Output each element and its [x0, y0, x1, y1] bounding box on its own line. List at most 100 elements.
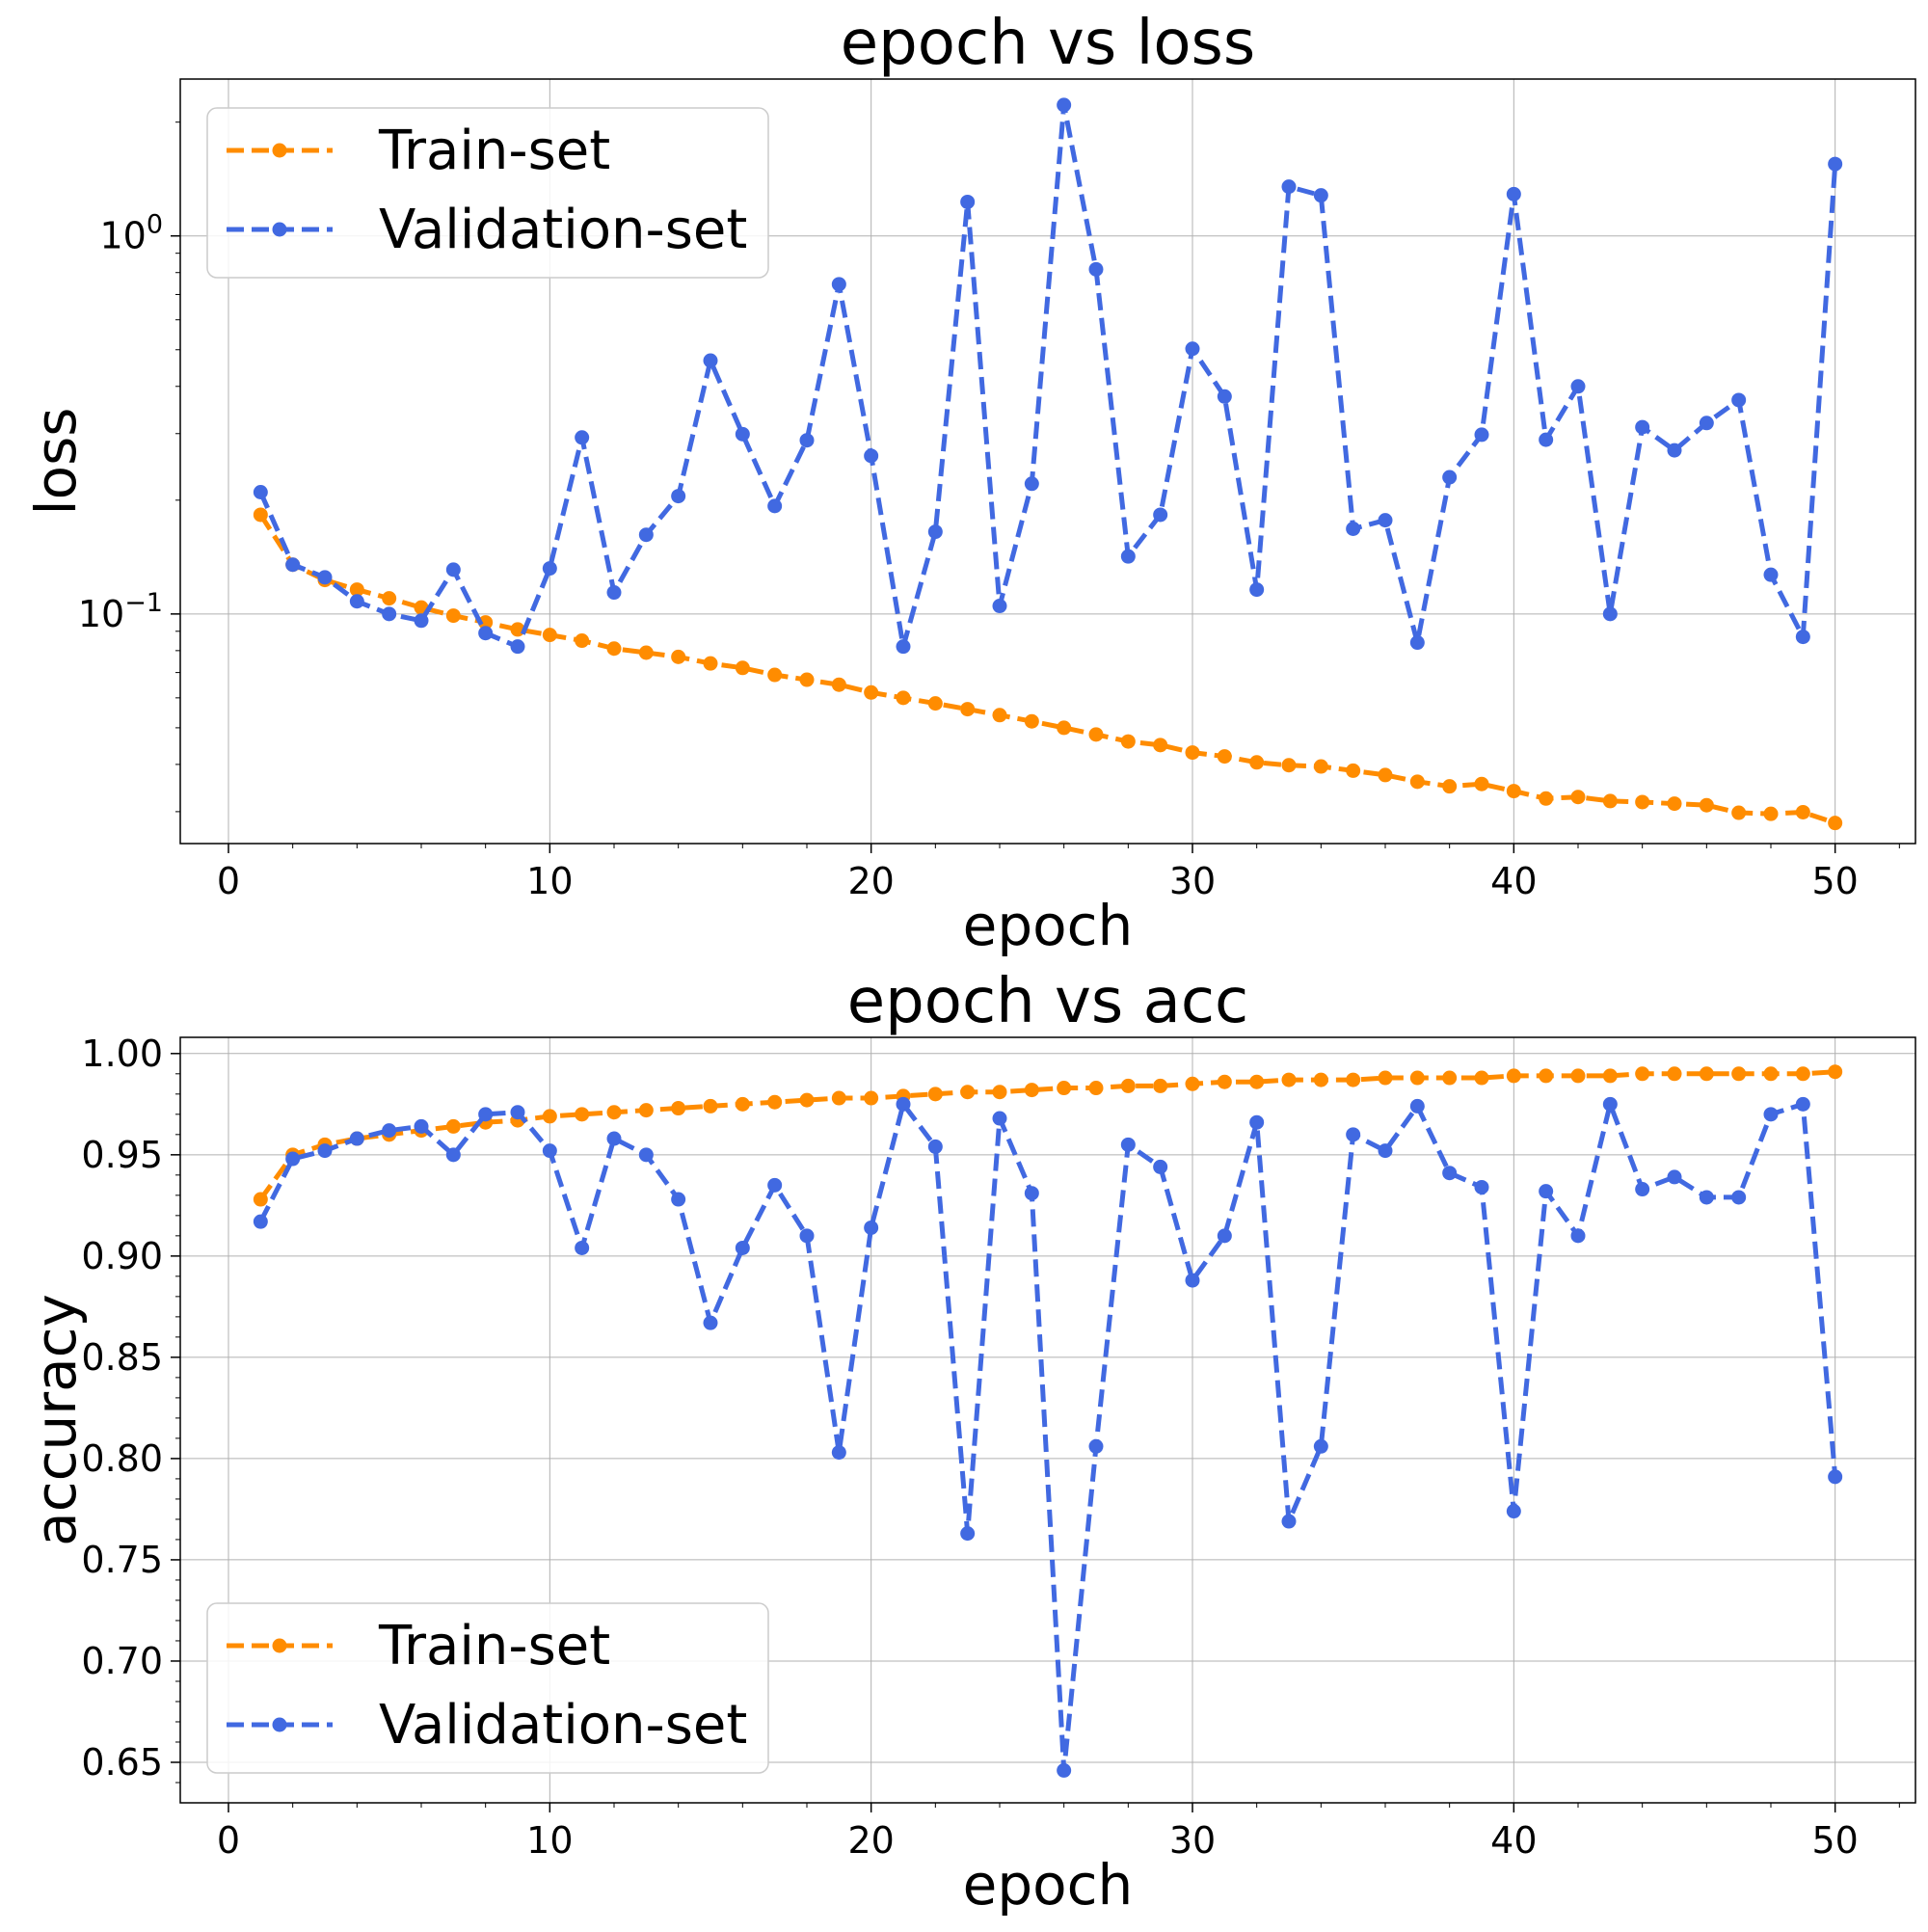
loss-train-set-point: [253, 507, 268, 523]
accuracy-validation-set-point: [1539, 1184, 1554, 1199]
accuracy-validation-set-point: [510, 1105, 525, 1120]
loss-train-set-point: [542, 628, 557, 643]
accuracy-validation-set-point: [1088, 1438, 1104, 1454]
loss-y-axis-label: loss: [23, 407, 89, 515]
loss-y-tick-label: 100: [99, 210, 163, 257]
loss-train-set-point: [831, 677, 846, 692]
accuracy-validation-set-point: [1635, 1182, 1650, 1197]
accuracy-train-set-point: [1378, 1070, 1393, 1086]
accuracy-validation-set-point: [445, 1147, 461, 1163]
loss-train-set-point: [1409, 774, 1425, 790]
loss-x-tick-label: 40: [1490, 860, 1537, 902]
loss-legend-train-set-marker: [272, 143, 287, 158]
accuracy-validation-set-point: [1024, 1186, 1039, 1201]
accuracy-x-tick-label: 40: [1490, 1819, 1537, 1862]
accuracy-validation-set-point: [703, 1315, 718, 1330]
accuracy-validation-set-point: [1185, 1273, 1200, 1288]
loss-axes-frame: [179, 78, 1916, 845]
accuracy-train-set-point: [1442, 1070, 1458, 1086]
accuracy-validation-set-point: [1506, 1504, 1521, 1519]
accuracy-y-tick-label: 0.70: [81, 1640, 163, 1682]
accuracy-validation-set-point: [864, 1220, 879, 1235]
accuracy-legend-validation-set-label: Validation-set: [379, 1694, 747, 1757]
accuracy-train-set-point: [767, 1094, 783, 1110]
accuracy-train-set-point: [1828, 1064, 1843, 1080]
loss-train-set-point: [1249, 755, 1265, 770]
accuracy-train-set-point: [638, 1103, 654, 1118]
accuracy-train-set-point: [927, 1087, 943, 1102]
accuracy-validation-set-point: [1378, 1143, 1393, 1159]
accuracy-train-set-point: [1057, 1081, 1072, 1096]
loss-validation-set-point: [1281, 179, 1297, 195]
accuracy-validation-set-point: [542, 1143, 557, 1159]
accuracy-train-set-point: [799, 1092, 815, 1108]
loss-validation-set-point: [864, 448, 879, 464]
accuracy-validation-set-point: [638, 1147, 654, 1163]
accuracy-validation-set-point: [1667, 1169, 1682, 1185]
loss-train-set-point: [1539, 791, 1554, 806]
accuracy-validation-set-point: [478, 1107, 494, 1122]
accuracy-validation-set-point: [1153, 1159, 1168, 1174]
accuracy-train-set-point: [992, 1085, 1007, 1100]
loss-validation-set-point: [1249, 582, 1265, 598]
loss-train-set-point: [445, 608, 461, 624]
loss-train-set-point: [1570, 790, 1586, 805]
loss-validation-set-point: [445, 562, 461, 577]
accuracy-validation-set-point: [1249, 1114, 1265, 1130]
loss-train-set-point: [1346, 763, 1361, 778]
loss-validation-set-point: [1024, 476, 1039, 492]
accuracy-y-axis-label: accuracy: [23, 1294, 89, 1546]
accuracy-validation-set-point: [1731, 1190, 1747, 1205]
loss-validation-set-point: [478, 626, 494, 641]
loss-validation-set-point: [1409, 635, 1425, 651]
loss-x-tick-label: 20: [847, 860, 894, 902]
loss-train-set-point: [1057, 720, 1072, 736]
accuracy-train-set-point: [1635, 1066, 1650, 1082]
loss-validation-set-point: [1506, 186, 1521, 201]
loss-validation-set-point: [253, 485, 268, 500]
loss-validation-set-point: [414, 613, 429, 629]
loss-validation-set-point: [1539, 432, 1554, 447]
accuracy-validation-set-point: [671, 1192, 686, 1207]
accuracy-validation-set-point: [735, 1240, 750, 1255]
loss-validation-set-point: [1602, 606, 1618, 622]
loss-train-set-point: [1281, 758, 1297, 773]
accuracy-validation-set-point: [1828, 1469, 1843, 1485]
loss-train-set-point: [1378, 767, 1393, 783]
accuracy-validation-set-point: [1570, 1228, 1586, 1244]
accuracy-train-set-point: [1763, 1066, 1779, 1082]
loss-train-set-point: [1795, 804, 1810, 819]
accuracy-y-tick-label: 1.00: [81, 1033, 163, 1075]
loss-validation-set-point: [638, 527, 654, 543]
loss-validation-set-point: [1828, 156, 1843, 172]
loss-y-tick-label: 10−1: [78, 588, 163, 635]
accuracy-validation-set-point: [1474, 1179, 1489, 1194]
accuracy-x-tick-label: 10: [526, 1819, 573, 1862]
loss-train-set-point: [1667, 796, 1682, 812]
accuracy-validation-set-point: [1763, 1107, 1779, 1122]
accuracy-train-set-point: [542, 1109, 557, 1124]
accuracy-validation-set-point: [606, 1131, 622, 1146]
loss-train-set-point: [896, 690, 911, 706]
accuracy-validation-set-point: [1057, 1762, 1072, 1778]
loss-validation-set-point: [1120, 549, 1136, 564]
accuracy-ticks: 0 10 20 30 40 50 0.65 0.70 0.75 0.80 0.85 0.90 0.95 1…: [81, 1033, 1900, 1862]
accuracy-train-set-point: [1795, 1066, 1810, 1082]
accuracy-validation-set-point: [831, 1445, 846, 1461]
loss-train-set-point: [349, 582, 364, 598]
loss-x-tick-label: 10: [526, 860, 573, 902]
accuracy-chart-title: epoch vs acc: [847, 966, 1248, 1037]
accuracy-validation-set-point: [896, 1096, 911, 1112]
loss-series: [253, 97, 1843, 831]
loss-validation-set-line: [258, 102, 1838, 650]
loss-train-set-point: [1635, 794, 1650, 810]
loss-validation-set-point: [1378, 513, 1393, 528]
accuracy-validation-set-point: [767, 1177, 783, 1193]
accuracy-y-tick-label: 0.65: [81, 1741, 163, 1784]
loss-chart: 0 10 20 30 40 50 10−1 100 epoch vs loss epoch l…: [23, 8, 1916, 958]
accuracy-train-set-point: [1217, 1074, 1232, 1089]
loss-train-set-point: [1763, 806, 1779, 821]
loss-validation-set-point: [992, 599, 1007, 614]
accuracy-train-set-point: [1185, 1076, 1200, 1091]
